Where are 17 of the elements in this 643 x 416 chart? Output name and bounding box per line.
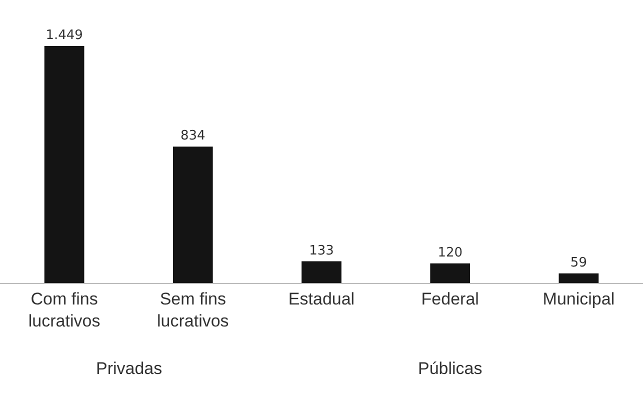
data-label: 1.449: [46, 28, 83, 43]
data-label: 834: [180, 128, 206, 144]
x-tick-label: Sem fins lucrativos: [156, 289, 229, 330]
bar: [302, 261, 342, 283]
x-tick-label: Federal: [421, 289, 479, 308]
bar: [558, 273, 599, 283]
bar: [430, 263, 470, 283]
text: Privadas: [96, 359, 162, 378]
data-label: 59: [570, 255, 587, 270]
x-tick-label: Municipal: [542, 289, 615, 308]
x-tick-label: Com fins lucrativos: [28, 289, 100, 330]
text: Públicas: [418, 359, 482, 378]
data-label: 133: [309, 243, 334, 258]
bar: [172, 146, 213, 283]
data-label: 120: [438, 245, 463, 260]
bar: [44, 46, 84, 283]
x-tick-label: Estadual: [288, 289, 355, 308]
